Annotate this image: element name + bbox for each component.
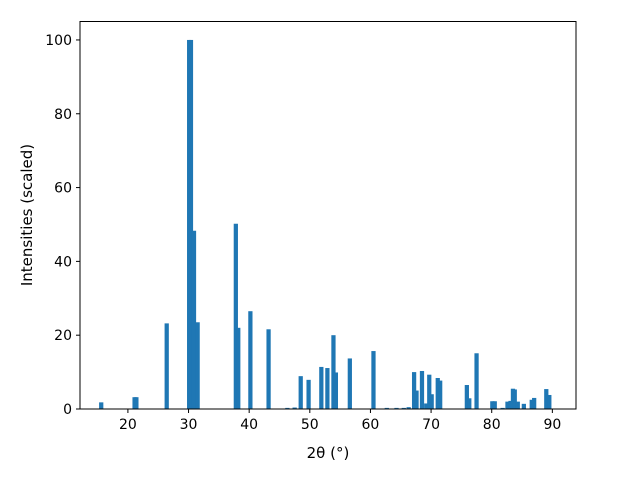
- bar: [411, 372, 417, 409]
- y-tick-label: 100: [45, 33, 72, 49]
- bar: [532, 397, 537, 409]
- bar: [236, 327, 241, 409]
- bar: [285, 407, 290, 409]
- bar: [419, 370, 425, 409]
- bar: [512, 389, 517, 409]
- bar: [508, 400, 513, 409]
- x-tick-label: 70: [422, 417, 440, 433]
- bar: [325, 368, 330, 409]
- bar: [394, 407, 399, 409]
- bar: [347, 358, 352, 409]
- x-tick-label: 50: [301, 417, 319, 433]
- y-tick-label: 0: [63, 402, 72, 418]
- bar: [248, 311, 253, 409]
- plot-frame: [79, 21, 577, 410]
- bar: [406, 407, 411, 409]
- bar: [435, 378, 440, 409]
- bar: [427, 374, 432, 409]
- bar-series: [99, 39, 552, 409]
- bar: [505, 401, 510, 409]
- bar: [233, 223, 238, 409]
- bar: [544, 389, 549, 409]
- bar: [414, 390, 419, 409]
- bar: [521, 403, 526, 409]
- bar: [547, 394, 552, 409]
- x-tick-label: 60: [362, 417, 380, 433]
- bar: [298, 376, 303, 409]
- bar: [266, 329, 271, 409]
- bar: [401, 407, 406, 409]
- bar: [292, 407, 297, 409]
- bar: [188, 39, 194, 409]
- bar: [195, 322, 200, 409]
- bar: [500, 407, 505, 409]
- y-axis-ticks: 0 20 40 60 80 100: [45, 33, 80, 418]
- bar: [191, 230, 197, 409]
- bar: [490, 401, 495, 409]
- y-tick-label: 20: [54, 328, 72, 344]
- x-tick-label: 40: [240, 417, 258, 433]
- x-tick-label: 80: [483, 417, 501, 433]
- bar: [424, 403, 429, 409]
- bar: [306, 379, 311, 409]
- bar: [164, 323, 169, 409]
- bar: [515, 401, 520, 409]
- bar: [492, 401, 497, 409]
- y-axis-label: Intensities (scaled): [18, 144, 36, 286]
- bar: [333, 372, 339, 409]
- bar: [384, 407, 389, 409]
- bar: [464, 385, 469, 409]
- bar: [467, 398, 472, 409]
- y-tick-label: 60: [54, 181, 72, 197]
- bar: [429, 394, 434, 409]
- bar: [99, 402, 104, 409]
- bar: [529, 399, 534, 409]
- y-tick-label: 40: [54, 254, 72, 270]
- bar: [331, 335, 336, 409]
- x-tick-label: 20: [119, 417, 137, 433]
- bar: [371, 351, 376, 409]
- bar: [438, 380, 443, 409]
- y-tick-label: 80: [54, 107, 72, 123]
- bar: [474, 353, 479, 409]
- x-axis-ticks: 20 30 40 50 60 70 80 90: [119, 409, 561, 433]
- x-tick-label: 30: [180, 417, 198, 433]
- bar: [134, 397, 139, 409]
- bar: [319, 366, 324, 409]
- x-axis-label: 2θ (°): [307, 444, 350, 462]
- x-tick-label: 90: [543, 417, 561, 433]
